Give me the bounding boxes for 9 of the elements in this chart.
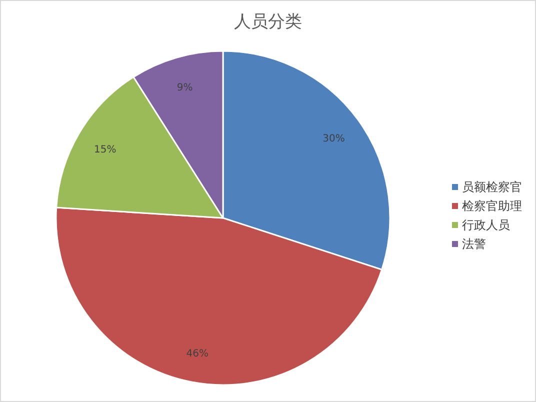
legend-label: 检察官助理 — [462, 199, 522, 213]
legend-label: 法警 — [462, 237, 486, 251]
data-label: 15% — [94, 144, 116, 156]
chart-title: 人员分类 — [234, 12, 302, 32]
legend-label: 行政人员 — [462, 218, 510, 232]
data-label: 46% — [186, 348, 208, 360]
data-label: 9% — [176, 82, 193, 94]
data-label: 30% — [322, 134, 345, 145]
legend-label: 员额检察官 — [462, 180, 522, 194]
